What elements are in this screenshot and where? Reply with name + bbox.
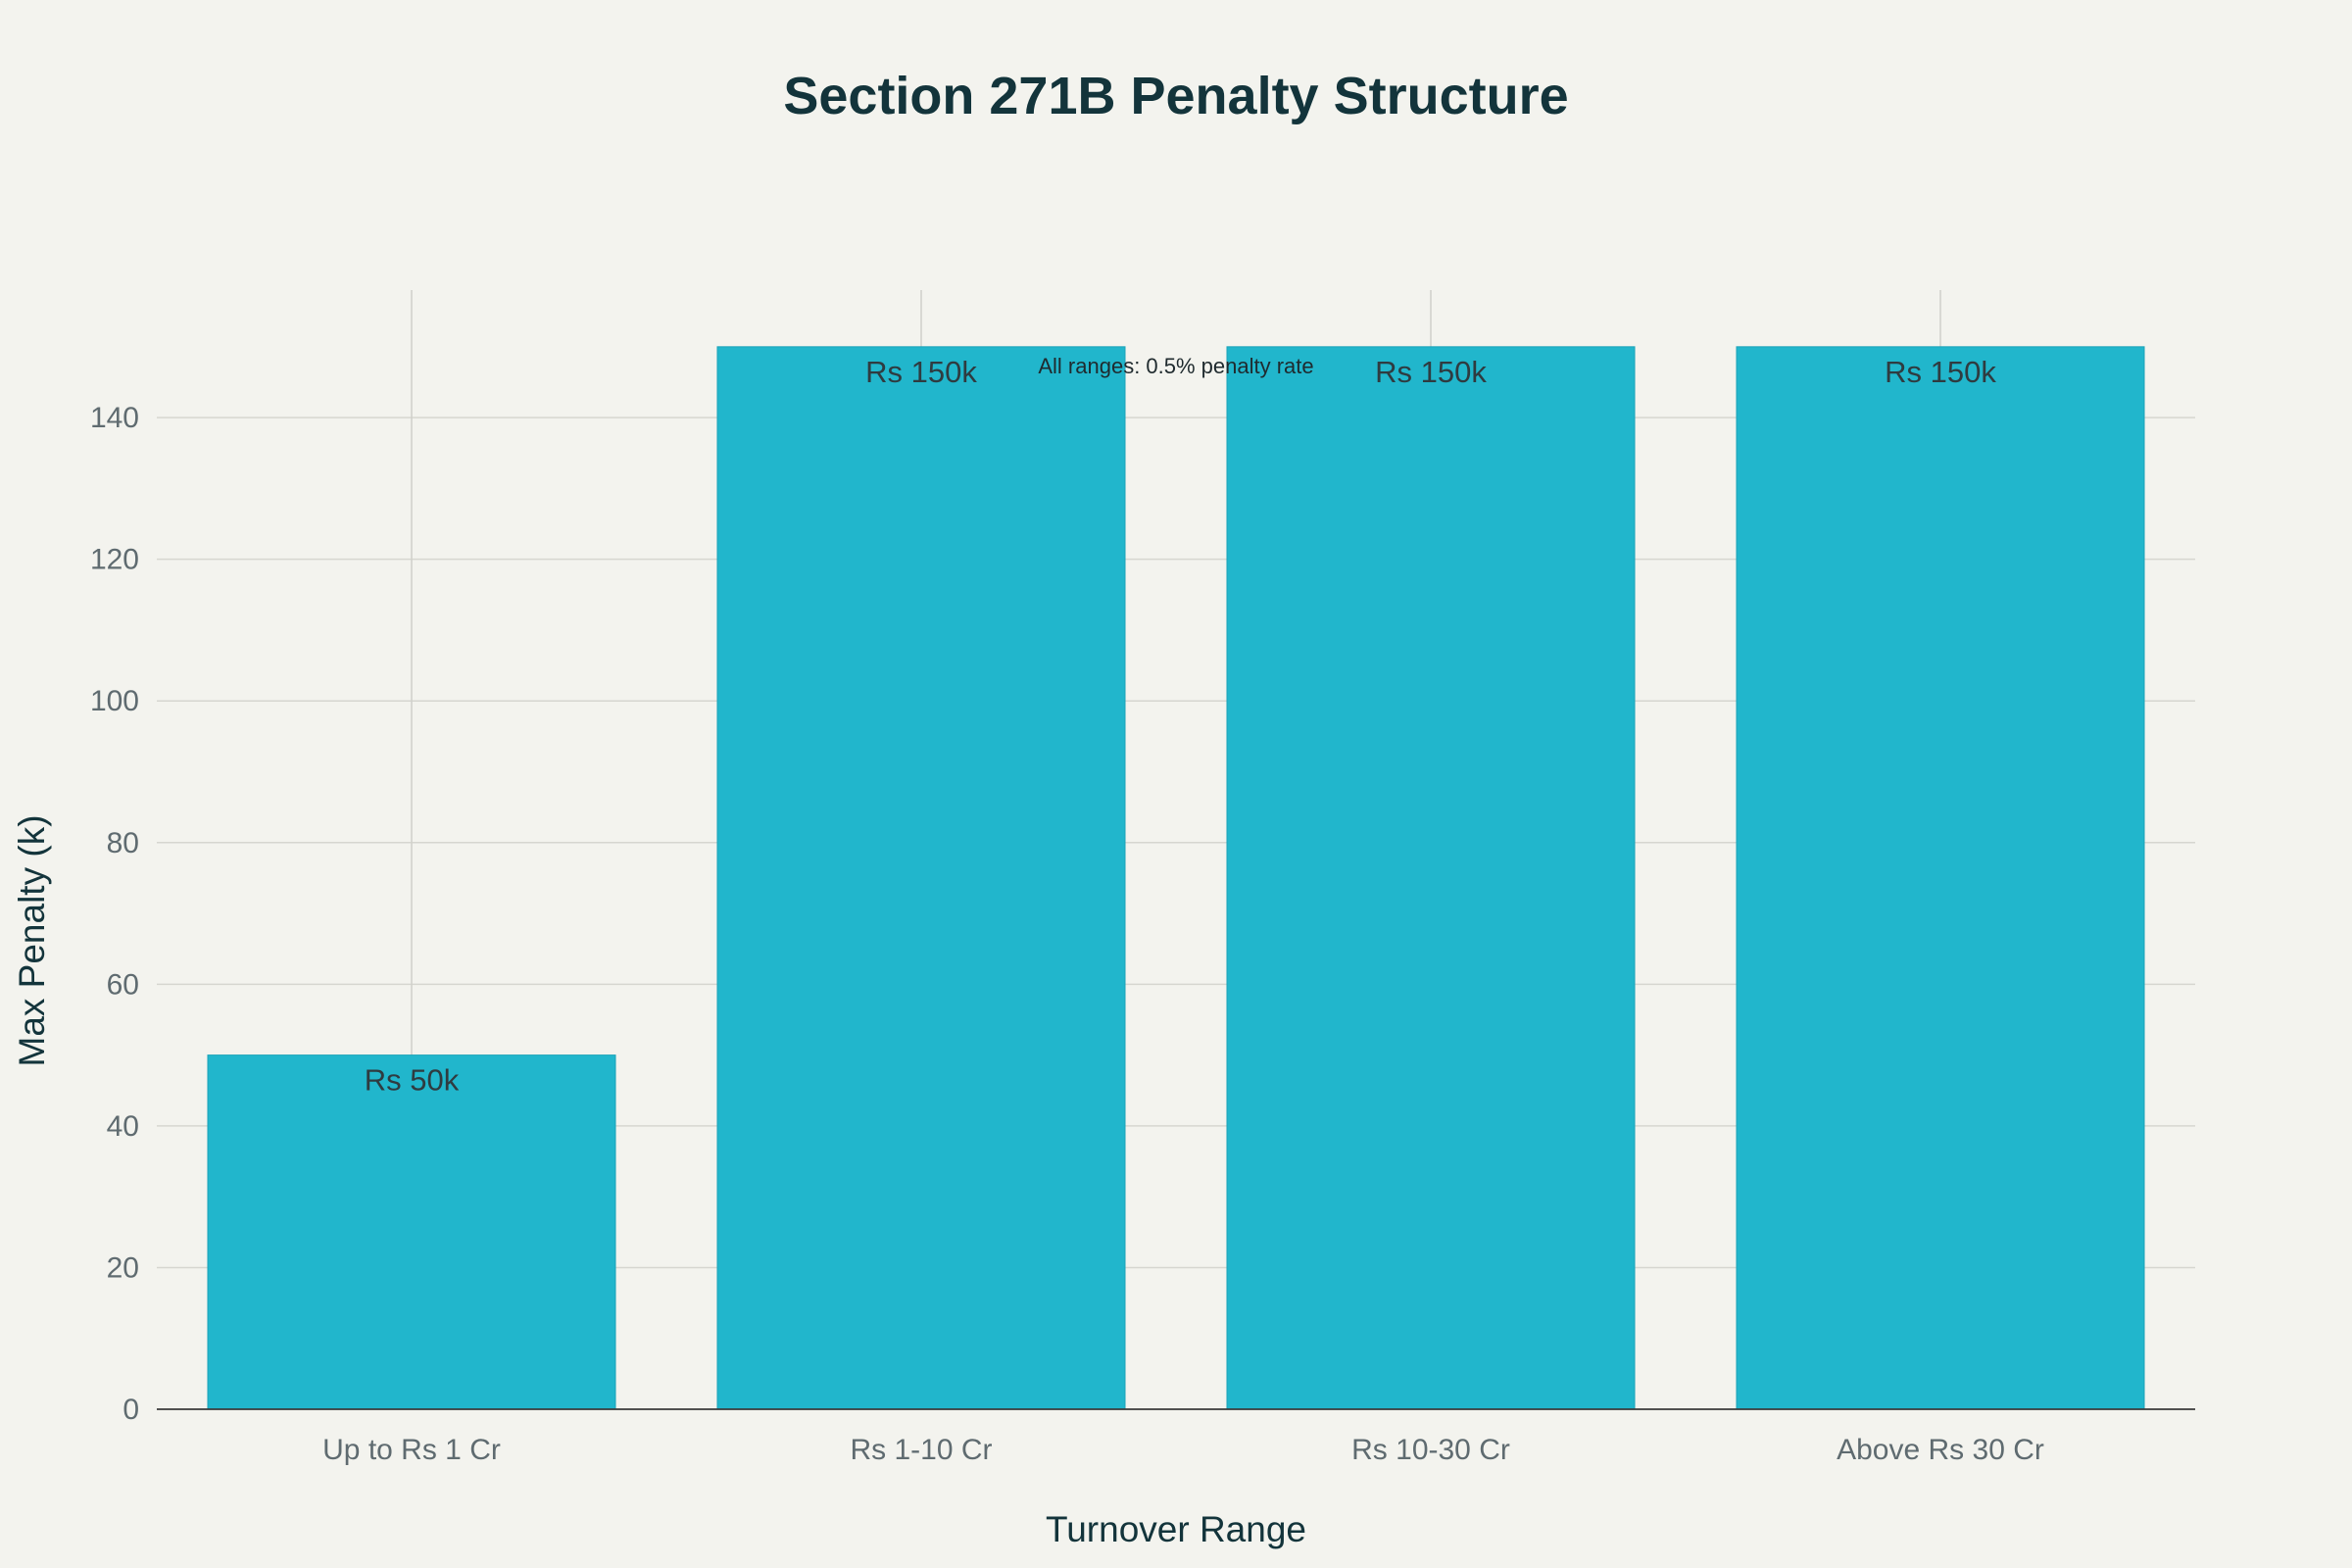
axes: 0 20 40 60 80 100 120 140 Up to Rs 1 Cr Rs 1-10 C… (90, 402, 2195, 1466)
x-tick-label: Rs 1-10 Cr (850, 1434, 992, 1466)
y-tick-label: 80 (107, 827, 139, 859)
bar-data-label: Rs 50k (365, 1063, 460, 1098)
x-axis-title: Turnover Range (1046, 1509, 1306, 1549)
y-axis-title: Max Penalty (k) (12, 814, 52, 1066)
y-tick-label: 20 (107, 1251, 139, 1284)
x-tick-label: Rs 10-30 Cr (1351, 1434, 1510, 1466)
data-labels: Rs 50k Rs 150k Rs 150k Rs 150k (365, 355, 1997, 1098)
bar (716, 346, 1126, 1410)
bar (1226, 346, 1636, 1410)
y-tick-label: 120 (90, 544, 139, 576)
y-tick-label: 60 (107, 968, 139, 1001)
bars (207, 346, 2145, 1410)
x-tick-label: Up to Rs 1 Cr (322, 1434, 501, 1466)
chart-title: Section 271B Penalty Structure (783, 67, 1568, 125)
bar-data-label: Rs 150k (865, 355, 977, 389)
y-tick-label: 40 (107, 1110, 139, 1143)
bar-data-label: Rs 150k (1375, 355, 1487, 389)
chart-annotation: All ranges: 0.5% penalty rate (1038, 354, 1313, 378)
bar (207, 1054, 616, 1410)
bar (1736, 346, 2145, 1410)
y-tick-label: 140 (90, 402, 139, 434)
bar-data-label: Rs 150k (1885, 355, 1996, 389)
y-tick-label: 0 (122, 1394, 139, 1426)
x-tick-label: Above Rs 30 Cr (1837, 1434, 2044, 1466)
y-tick-label: 100 (90, 685, 139, 717)
